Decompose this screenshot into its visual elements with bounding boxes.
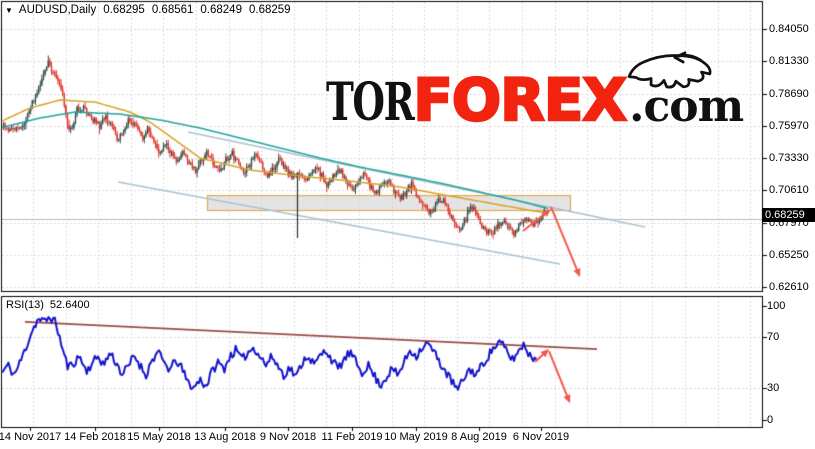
rsi-level-label: 0 [767, 414, 774, 426]
date-axis-label: 15 May 2018 [127, 431, 191, 443]
date-axis-label: 11 Feb 2019 [321, 431, 383, 443]
price-axis-label: 0.73330 [769, 152, 809, 164]
rsi-name: RSI(13) [6, 299, 44, 311]
current-price-badge: 0.68259 [762, 208, 815, 222]
price-axis-label: 0.78690 [769, 88, 809, 100]
date-axis-label: 8 Aug 2019 [451, 431, 507, 443]
price-axis-label: 0.70610 [769, 184, 809, 196]
date-axis-label: 14 Nov 2017 [0, 431, 62, 443]
symbol-timeframe: AUDUSD,Daily [18, 4, 97, 16]
rsi-level-label: 30 [767, 382, 780, 394]
date-axis-label: 6 Nov 2019 [512, 431, 570, 443]
ohlc-high: 0.68561 [151, 4, 194, 16]
chart-header: ▼ AUDUSD,Daily 0.68295 0.68561 0.68249 0… [5, 4, 291, 16]
price-axis-label: 0.62610 [769, 281, 809, 293]
date-axis-label: 9 Nov 2018 [259, 431, 317, 443]
date-axis-label: 13 Aug 2018 [194, 431, 256, 443]
symbol-dropdown-icon[interactable]: ▼ [5, 5, 13, 15]
price-axis-label: 0.84050 [769, 23, 809, 35]
rsi-indicator-label: RSI(13) 52.6400 [6, 299, 90, 311]
price-axis-label: 0.65250 [769, 249, 809, 261]
ohlc-low: 0.68249 [200, 4, 242, 16]
rsi-level-label: 70 [767, 331, 780, 343]
ohlc-close: 0.68259 [248, 4, 291, 16]
price-axis-label: 0.75970 [769, 120, 809, 132]
date-axis-label: 14 Feb 2018 [64, 431, 126, 443]
ohlc-open: 0.68295 [103, 4, 145, 16]
rsi-value: 52.6400 [49, 299, 90, 311]
rsi-level-label: 100 [767, 300, 786, 312]
price-axis-label: 0.81330 [769, 55, 809, 67]
date-axis-label: 10 May 2019 [384, 431, 448, 443]
